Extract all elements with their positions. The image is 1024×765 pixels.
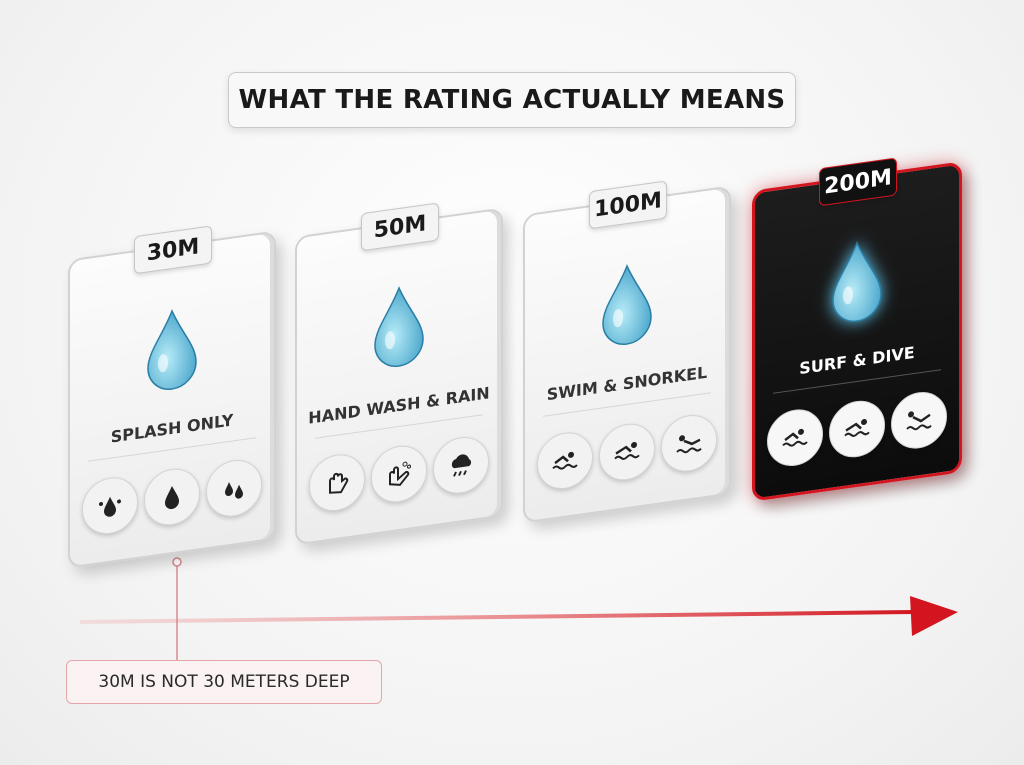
icon-splash — [82, 473, 138, 538]
rating-card-highlight: 200M SURF & DIVE — [752, 157, 962, 502]
icon-drop — [144, 465, 200, 529]
rating-card: 30M SPLASH ONLY — [68, 225, 276, 569]
icon-drops — [206, 456, 262, 521]
icon-dive — [891, 388, 947, 453]
icon-row — [82, 456, 262, 538]
icon-row — [309, 433, 489, 515]
drop-icon — [602, 264, 652, 345]
note: 30M IS NOT 30 METERS DEEP — [66, 660, 382, 704]
icon-row — [537, 411, 717, 493]
rating-label: SURF & DIVE — [799, 342, 915, 379]
connector-dot — [172, 557, 182, 567]
icon-hand — [309, 450, 365, 515]
icon-rain — [433, 433, 489, 498]
icon-swim — [767, 405, 823, 470]
progress-arrow — [79, 610, 916, 624]
drop-icon — [147, 309, 197, 390]
drop-icon — [374, 286, 424, 367]
icon-row — [767, 388, 947, 470]
icon-swim — [829, 397, 885, 461]
icon-swim — [599, 420, 655, 484]
icon-snorkel — [661, 411, 717, 476]
icon-wash — [371, 442, 427, 506]
title: WHAT THE RATING ACTUALLY MEANS — [228, 72, 796, 128]
rating-label: HAND WASH & RAIN — [308, 383, 490, 428]
drop-icon — [832, 241, 882, 322]
arrow-head — [910, 596, 958, 636]
rating-card: 50M HAND WASH & RAIN — [295, 202, 503, 546]
rating-card: 100M SWIM & SNORKEL — [523, 180, 731, 524]
icon-swim — [537, 428, 593, 493]
rating-label: SPLASH ONLY — [110, 410, 234, 447]
rating-label: SWIM & SNORKEL — [546, 362, 708, 405]
